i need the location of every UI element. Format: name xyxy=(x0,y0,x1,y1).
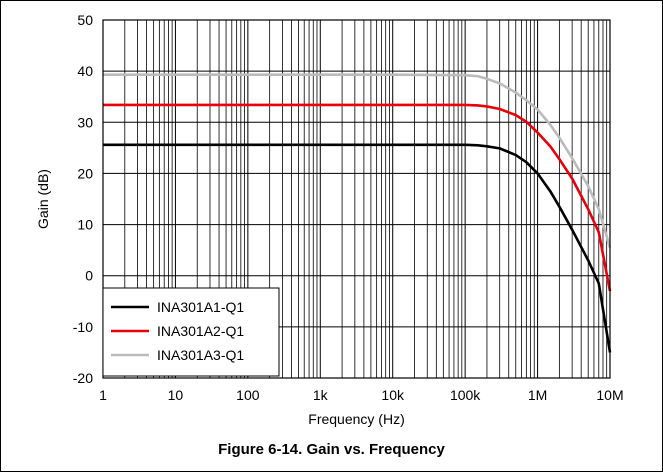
x-tick-label: 100 xyxy=(236,387,260,403)
y-tick-label: 10 xyxy=(77,217,93,233)
series-line-2 xyxy=(103,103,612,292)
series-line-3 xyxy=(103,73,612,248)
x-tick-label: 10M xyxy=(596,387,623,403)
gain-frequency-chart: 1 10 100 1k 10k 100k 1M 10M -20 -10 0 10 20 30 40 50 Fre… xyxy=(35,12,624,427)
legend-entry: INA301A1-Q1 xyxy=(157,299,244,315)
legend-entry: INA301A3-Q1 xyxy=(157,347,244,363)
x-tick-label: 10 xyxy=(168,387,184,403)
plot-border xyxy=(102,19,611,379)
y-tick-label: 20 xyxy=(77,165,93,181)
y-tick-label: 50 xyxy=(77,12,93,28)
x-tick-label: 100k xyxy=(450,387,481,403)
y-axis-title: Gain (dB) xyxy=(35,169,51,229)
series-line-1 xyxy=(103,143,612,353)
x-tick-label: 1k xyxy=(313,387,329,403)
y-tick-label: 30 xyxy=(77,114,93,130)
figure-caption: Figure 6-14. Gain vs. Frequency xyxy=(218,441,445,458)
y-tick-label: -20 xyxy=(73,370,93,386)
x-axis-title: Frequency (Hz) xyxy=(308,411,404,427)
y-tick-label: -10 xyxy=(73,319,93,335)
x-tick-label: 1M xyxy=(528,387,547,403)
x-tick-label: 1 xyxy=(99,387,107,403)
x-tick-label: 10k xyxy=(381,387,405,403)
legend-entry: INA301A2-Q1 xyxy=(157,323,244,339)
y-tick-label: 0 xyxy=(85,268,93,284)
y-tick-label: 40 xyxy=(77,63,93,79)
